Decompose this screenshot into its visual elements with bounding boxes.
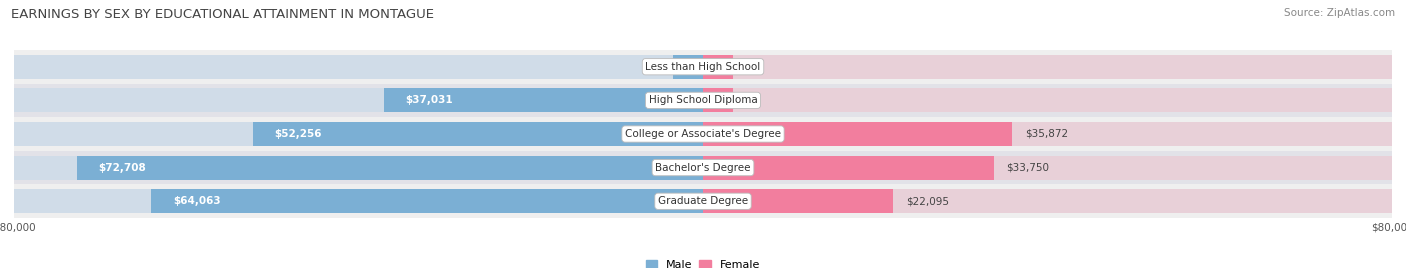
Text: $33,750: $33,750 <box>1007 163 1049 173</box>
Bar <box>14 88 703 113</box>
Bar <box>14 122 703 146</box>
Bar <box>703 155 1392 180</box>
Text: High School Diploma: High School Diploma <box>648 95 758 105</box>
Bar <box>703 55 1392 79</box>
Text: EARNINGS BY SEX BY EDUCATIONAL ATTAINMENT IN MONTAGUE: EARNINGS BY SEX BY EDUCATIONAL ATTAINMEN… <box>11 8 434 21</box>
Bar <box>152 189 703 213</box>
Text: $72,708: $72,708 <box>98 163 146 173</box>
Bar <box>77 155 703 180</box>
Bar <box>14 151 1392 184</box>
Bar <box>14 155 703 180</box>
Bar <box>703 88 1392 113</box>
Bar <box>384 88 703 113</box>
Bar <box>14 189 703 213</box>
Bar <box>703 88 733 113</box>
Bar <box>14 50 1392 84</box>
Bar <box>703 189 1392 213</box>
Bar <box>673 55 703 79</box>
Legend: Male, Female: Male, Female <box>641 255 765 268</box>
Text: $0: $0 <box>738 62 751 72</box>
Text: $52,256: $52,256 <box>274 129 322 139</box>
Text: College or Associate's Degree: College or Associate's Degree <box>626 129 780 139</box>
Bar <box>14 55 703 79</box>
Text: Less than High School: Less than High School <box>645 62 761 72</box>
Text: Source: ZipAtlas.com: Source: ZipAtlas.com <box>1284 8 1395 18</box>
Text: $35,872: $35,872 <box>1025 129 1069 139</box>
Bar <box>703 155 994 180</box>
Text: $37,031: $37,031 <box>405 95 453 105</box>
Bar <box>14 184 1392 218</box>
Text: Bachelor's Degree: Bachelor's Degree <box>655 163 751 173</box>
Bar <box>703 55 733 79</box>
Bar <box>14 84 1392 117</box>
Bar <box>253 122 703 146</box>
Bar <box>703 189 893 213</box>
Text: $64,063: $64,063 <box>173 196 221 206</box>
Text: $0: $0 <box>738 95 751 105</box>
Text: Graduate Degree: Graduate Degree <box>658 196 748 206</box>
Bar <box>703 122 1012 146</box>
Bar <box>14 117 1392 151</box>
Text: $22,095: $22,095 <box>907 196 949 206</box>
Bar <box>703 122 1392 146</box>
Text: $0: $0 <box>655 62 669 72</box>
